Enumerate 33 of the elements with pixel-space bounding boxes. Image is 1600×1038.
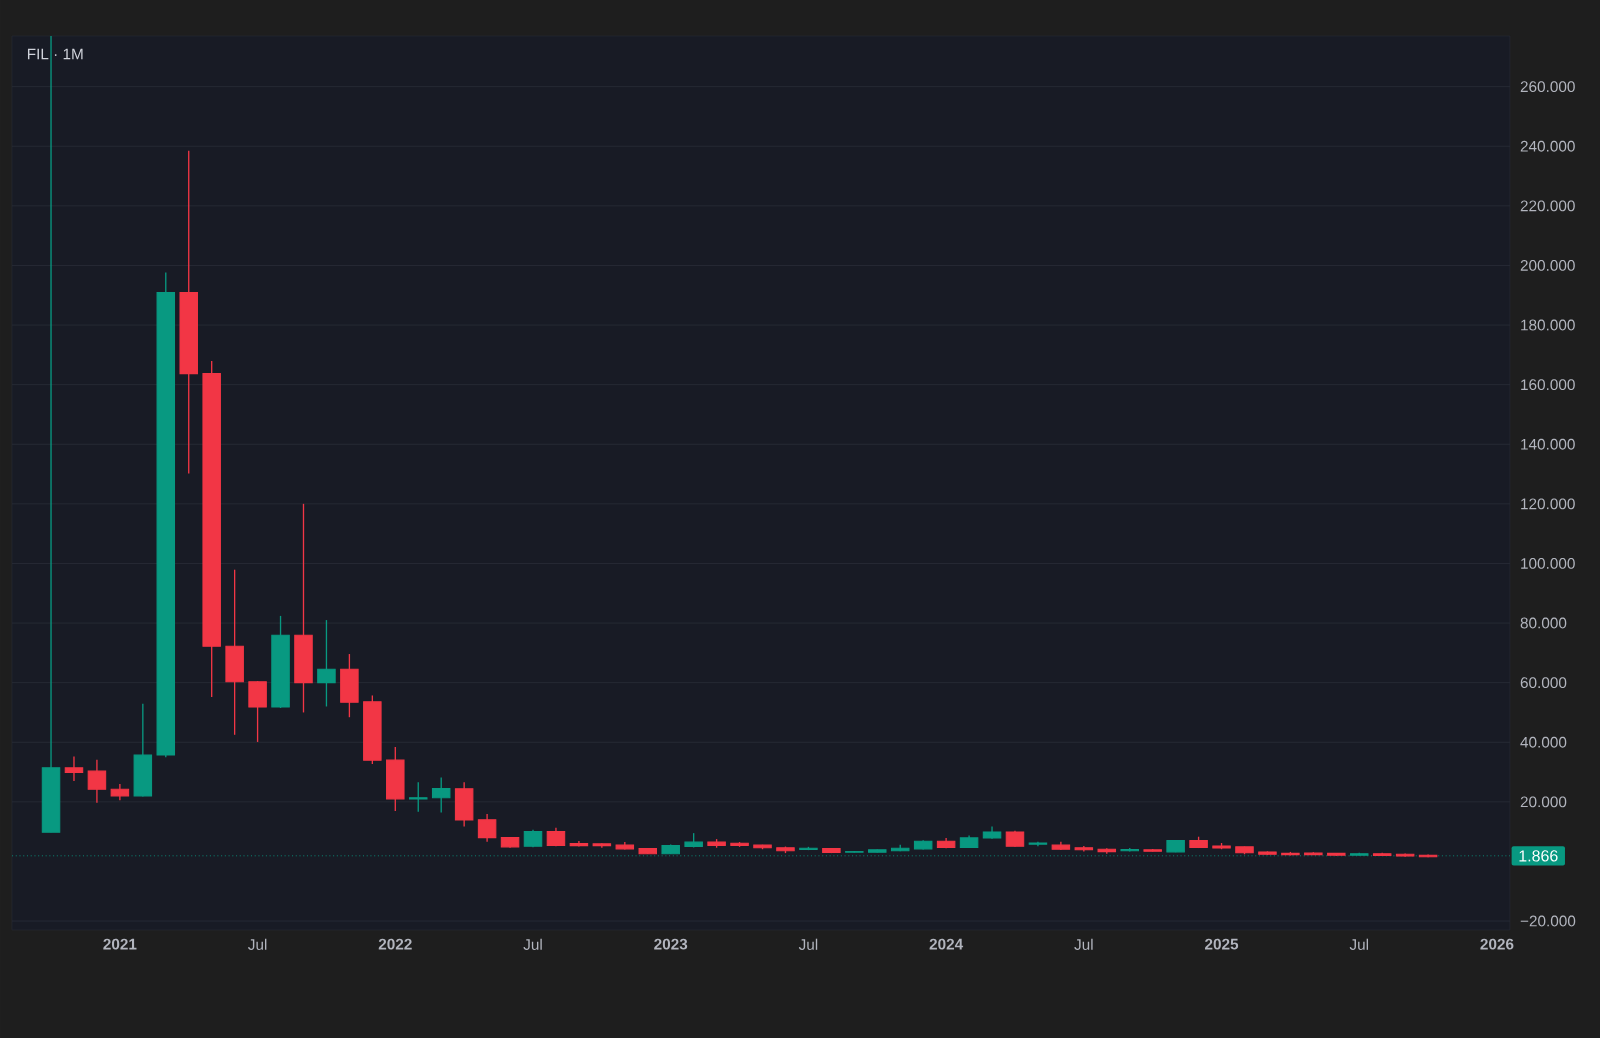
y-tick-label: 80.000 (1520, 617, 1567, 629)
y-tick-label: 260.000 (1520, 81, 1575, 93)
candlestick (64, 755, 84, 782)
x-tick-label: 2024 (929, 938, 964, 950)
candlestick (477, 813, 497, 843)
x-tick-label: Jul (248, 938, 267, 950)
y-tick-label: 20.000 (1520, 796, 1567, 808)
y-tick-label: 100.000 (1521, 558, 1575, 569)
y-tick-label: 40.000 (1520, 736, 1567, 748)
ref-line-label: 1.866 (1519, 850, 1558, 862)
x-tick-label: 2021 (103, 938, 137, 950)
candlestick (317, 619, 336, 708)
candlestick (87, 759, 107, 804)
x-tick-label: 2025 (1205, 938, 1239, 950)
candlestick (431, 776, 451, 814)
text: FIL · 1M (27, 48, 83, 60)
y-tick-label: 200.000 (1520, 260, 1575, 271)
y-tick-label: 140.000 (1521, 438, 1575, 450)
y-tick-label: 240.000 (1520, 140, 1575, 152)
candlestick (408, 781, 428, 813)
y-tick-label: −20.000 (1520, 915, 1576, 927)
y-tick-label: 160.000 (1521, 379, 1575, 391)
y-tick-label: 60.000 (1520, 677, 1567, 689)
x-tick-label: 2022 (378, 938, 412, 950)
y-tick-label: 220.000 (1520, 200, 1575, 212)
x-tick-label: Jul (1349, 938, 1369, 950)
x-tick-label: 2023 (654, 938, 688, 950)
y-tick-label: 180.000 (1521, 319, 1575, 331)
x-tick-label: Jul (1074, 938, 1093, 950)
x-tick-label: Jul (523, 938, 542, 950)
x-tick-label: 2026 (1480, 938, 1514, 950)
x-tick-label: Jul (798, 938, 818, 950)
y-tick-label: 120.000 (1521, 498, 1575, 510)
